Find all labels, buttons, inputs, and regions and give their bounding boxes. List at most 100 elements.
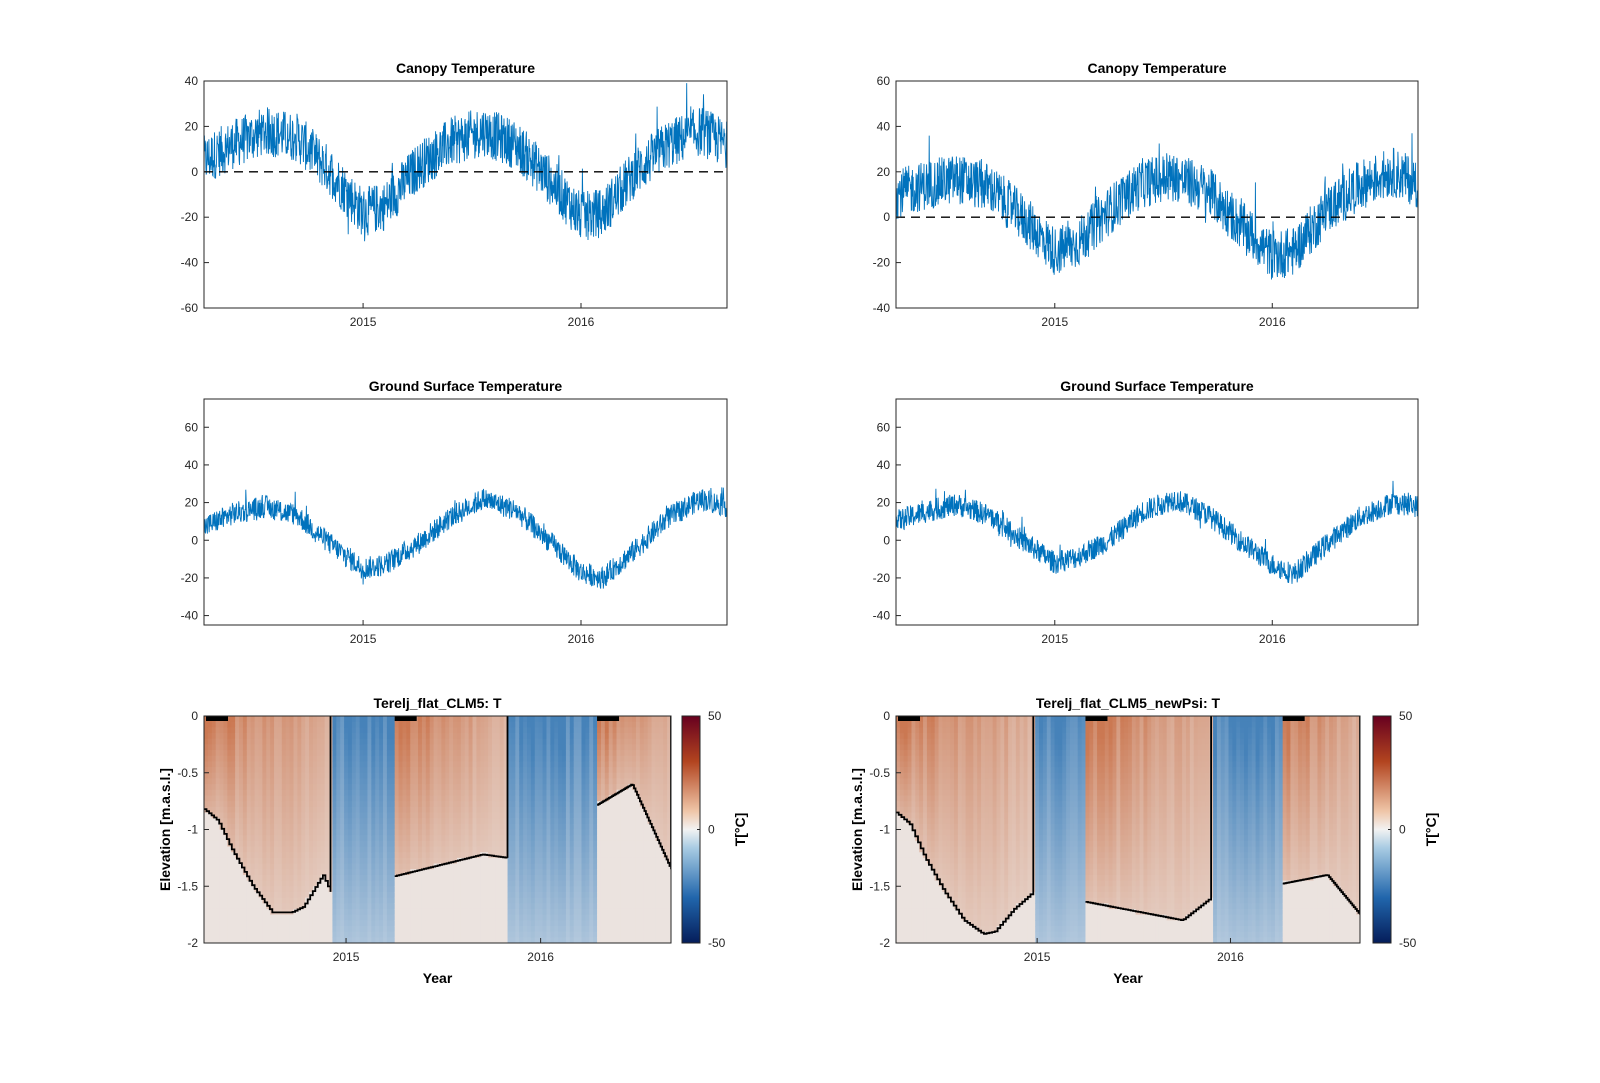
heatmap-cell xyxy=(667,874,671,882)
heatmap-cell xyxy=(351,835,357,842)
heatmap-cell xyxy=(472,738,478,745)
heatmap-cell xyxy=(554,857,559,865)
heatmap-cell xyxy=(499,863,505,870)
heatmap-cell xyxy=(336,772,341,780)
heatmap-cell xyxy=(484,840,489,848)
heatmap-cell xyxy=(612,721,618,728)
x-tick-label: 2016 xyxy=(568,632,595,646)
heatmap-cell xyxy=(270,727,275,734)
heatmap-cell xyxy=(643,914,649,921)
heatmap-cell xyxy=(223,925,228,933)
heatmap-cell xyxy=(896,886,901,893)
heatmap-cell xyxy=(219,835,225,842)
heatmap-cell xyxy=(628,818,633,825)
heatmap-cell xyxy=(262,920,267,927)
heatmap-cell xyxy=(309,908,314,916)
heatmap-cell xyxy=(231,886,236,893)
heatmap-cell xyxy=(651,852,657,859)
heatmap-cell xyxy=(896,784,901,791)
heatmap-cell xyxy=(285,903,291,910)
heatmap-cell xyxy=(632,857,637,865)
heatmap-cell xyxy=(437,778,442,785)
heatmap-cell xyxy=(320,903,326,910)
heatmap-cell xyxy=(464,806,470,814)
heatmap-cell xyxy=(320,812,326,819)
heatmap-cell xyxy=(277,750,283,757)
heatmap-cell xyxy=(628,716,633,723)
heatmap-cell xyxy=(523,721,528,728)
heatmap-cell xyxy=(421,750,427,757)
heatmap-cell xyxy=(484,778,489,785)
heatmap-cell xyxy=(589,733,594,740)
heatmap-cell xyxy=(538,738,544,745)
heatmap-cell xyxy=(643,823,649,831)
heatmap-cell xyxy=(896,778,901,785)
heatmap-cell xyxy=(635,772,641,780)
heatmap-cell xyxy=(639,908,645,916)
heatmap-cell xyxy=(390,908,396,916)
heatmap-cell xyxy=(527,829,532,836)
heatmap-cell xyxy=(258,767,263,774)
heatmap-cell xyxy=(425,750,431,757)
heatmap-cell xyxy=(480,886,485,893)
heatmap-cell xyxy=(402,874,407,882)
heatmap-cell xyxy=(429,761,435,768)
heatmap-cell xyxy=(270,897,275,904)
heatmap-cell xyxy=(460,852,466,859)
heatmap-cell xyxy=(231,897,236,904)
heatmap-cell xyxy=(316,903,322,910)
heatmap-cell xyxy=(246,784,252,791)
heatmap-cell xyxy=(258,789,263,797)
heatmap-cell xyxy=(659,925,664,933)
heatmap-cell xyxy=(274,784,279,791)
heatmap-cell xyxy=(464,829,470,836)
heatmap-cell xyxy=(655,801,660,808)
heatmap-cell xyxy=(538,903,544,910)
heatmap-cell xyxy=(628,761,633,768)
heatmap-cell xyxy=(316,835,322,842)
heatmap-cell xyxy=(328,903,334,910)
heatmap-cell xyxy=(585,863,590,870)
heatmap-cell xyxy=(277,829,283,836)
heatmap-cell xyxy=(519,818,524,825)
heatmap-cell xyxy=(410,908,415,916)
heatmap-cell xyxy=(589,937,594,943)
heatmap-cell xyxy=(573,908,579,916)
y-tick-label: -20 xyxy=(181,571,199,585)
heatmap-cell xyxy=(297,920,302,927)
heatmap-cell xyxy=(445,829,450,836)
heatmap-cell xyxy=(383,721,388,728)
heatmap-cell xyxy=(441,750,446,757)
heatmap-cell xyxy=(495,789,501,797)
heatmap-cell xyxy=(410,755,415,762)
heatmap-cell xyxy=(635,767,641,774)
heatmap-cell xyxy=(620,829,625,836)
heatmap-cell xyxy=(406,880,411,887)
heatmap-cell xyxy=(297,897,302,904)
heatmap-cell xyxy=(270,931,275,938)
heatmap-cell xyxy=(616,840,622,848)
heatmap-cell xyxy=(659,869,664,876)
heatmap-cell xyxy=(651,716,657,723)
heatmap-cell xyxy=(573,869,579,876)
heatmap-cell xyxy=(258,863,263,870)
heatmap-cell xyxy=(402,829,407,836)
heatmap-cell xyxy=(542,925,548,933)
heatmap-cell xyxy=(538,733,544,740)
heatmap-cell xyxy=(421,801,427,808)
heatmap-cell xyxy=(355,784,361,791)
heatmap-cell xyxy=(639,778,645,785)
heatmap-cell xyxy=(476,744,481,751)
heatmap-cell xyxy=(453,920,458,927)
heatmap-cell xyxy=(270,801,275,808)
heatmap-cell xyxy=(460,914,466,921)
heatmap-cell xyxy=(215,789,221,797)
heatmap-cell xyxy=(301,755,306,762)
heatmap-cell xyxy=(480,863,485,870)
heatmap-cell xyxy=(215,840,221,848)
heatmap-cell xyxy=(593,874,598,882)
heatmap-cell xyxy=(667,778,671,785)
heatmap-cell xyxy=(612,920,618,927)
heatmap-cell xyxy=(414,931,419,938)
heatmap-cell xyxy=(344,801,349,808)
